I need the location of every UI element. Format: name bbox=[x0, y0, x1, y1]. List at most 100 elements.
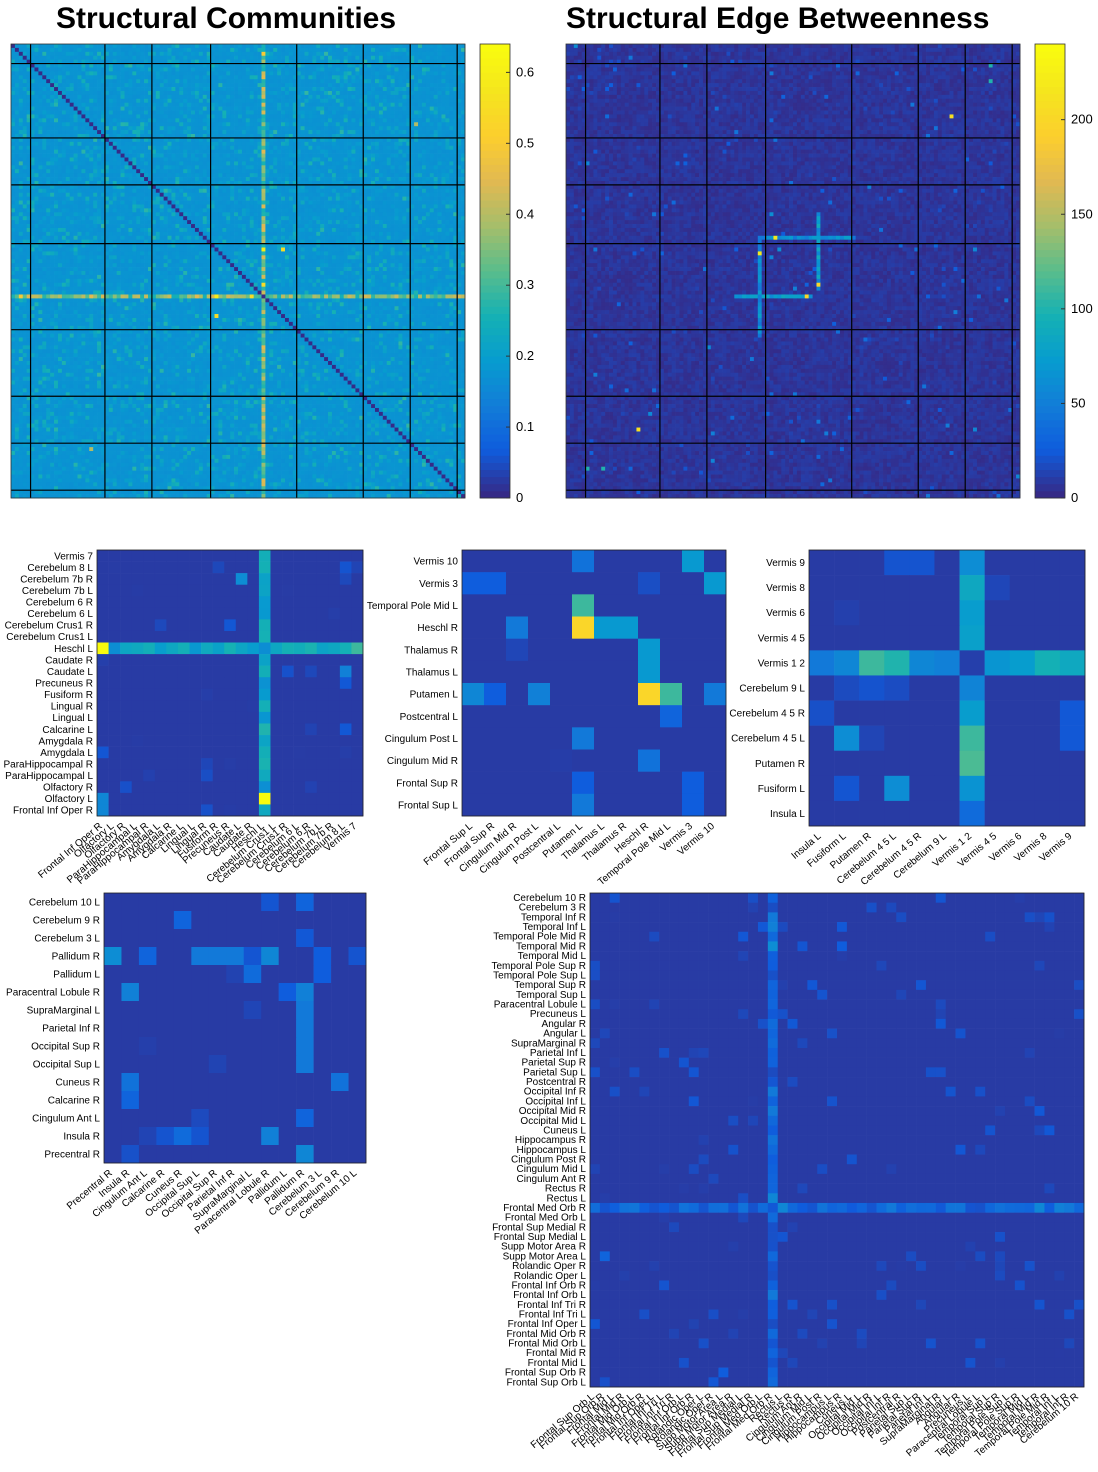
heatmap-cell bbox=[101, 75, 106, 80]
heatmap-cell bbox=[378, 67, 384, 72]
heatmap-cell bbox=[238, 75, 243, 80]
heatmap-cell bbox=[187, 44, 192, 49]
heatmap-cell bbox=[304, 94, 309, 100]
heatmap-cell bbox=[116, 169, 121, 174]
heatmap-cell bbox=[257, 71, 262, 76]
heatmap-cell bbox=[183, 51, 188, 57]
heatmap-cell bbox=[191, 102, 196, 107]
heatmap-cell bbox=[410, 44, 415, 49]
heatmap-cell bbox=[234, 173, 239, 178]
heatmap-cell bbox=[320, 59, 325, 64]
heatmap-cell bbox=[167, 44, 172, 49]
heatmap-cell bbox=[269, 137, 274, 143]
heatmap-cell bbox=[331, 169, 337, 174]
heatmap-cell bbox=[269, 79, 274, 84]
heatmap-cell bbox=[179, 55, 184, 60]
heatmap-cell bbox=[234, 67, 239, 72]
heatmap-cell bbox=[449, 188, 454, 194]
heatmap-cell bbox=[269, 114, 274, 119]
heatmap-cell bbox=[206, 188, 211, 194]
heatmap-cell bbox=[351, 51, 356, 57]
heatmap-cell bbox=[93, 79, 98, 84]
heatmap-cell bbox=[65, 75, 71, 80]
heatmap-cell bbox=[151, 180, 157, 186]
heatmap-cell bbox=[65, 114, 71, 119]
heatmap-cell bbox=[34, 173, 39, 178]
heatmap-cell bbox=[277, 59, 282, 64]
heatmap-cell bbox=[65, 169, 71, 174]
heatmap-cell bbox=[50, 204, 55, 209]
heatmap-cell bbox=[253, 59, 258, 64]
heatmap-cell bbox=[104, 188, 110, 194]
heatmap-cell bbox=[371, 90, 376, 96]
heatmap-cell bbox=[206, 134, 211, 139]
heatmap-cell bbox=[339, 145, 345, 151]
heatmap-cell bbox=[187, 90, 192, 96]
heatmap-cell bbox=[394, 94, 399, 100]
heatmap-cell bbox=[441, 55, 446, 60]
heatmap-cell bbox=[194, 165, 200, 170]
heatmap-cell bbox=[14, 83, 20, 88]
heatmap-cell bbox=[218, 177, 223, 182]
heatmap-cell bbox=[14, 196, 20, 201]
heatmap-cell bbox=[269, 98, 274, 104]
heatmap-cell bbox=[171, 106, 176, 111]
heatmap-cell bbox=[144, 94, 149, 100]
heatmap-cell bbox=[265, 200, 270, 205]
heatmap-cell bbox=[374, 153, 380, 158]
heatmap-cell bbox=[136, 90, 141, 96]
heatmap-cell bbox=[312, 208, 317, 213]
heatmap-cell bbox=[112, 137, 118, 143]
heatmap-cell bbox=[449, 59, 454, 64]
heatmap-cell bbox=[128, 94, 133, 100]
heatmap-cell bbox=[69, 114, 74, 119]
heatmap-cell bbox=[238, 87, 243, 92]
heatmap-cell bbox=[241, 130, 247, 135]
heatmap-cell bbox=[425, 173, 431, 178]
heatmap-cell bbox=[461, 141, 466, 147]
heatmap-cell bbox=[30, 173, 35, 178]
heatmap-cell bbox=[406, 106, 411, 111]
heatmap-cell bbox=[347, 83, 352, 88]
heatmap-cell bbox=[136, 126, 141, 131]
heatmap-cell bbox=[304, 141, 309, 147]
heatmap-cell bbox=[198, 177, 204, 182]
heatmap-cell bbox=[241, 208, 247, 213]
heatmap-cell bbox=[30, 94, 35, 100]
heatmap-cell bbox=[42, 87, 47, 92]
heatmap-cell bbox=[367, 177, 372, 182]
heatmap-cell bbox=[61, 102, 67, 107]
heatmap-cell bbox=[26, 47, 31, 53]
heatmap-cell bbox=[38, 126, 43, 131]
heatmap-cell bbox=[257, 204, 262, 209]
heatmap-cell bbox=[277, 180, 282, 186]
heatmap-cell bbox=[11, 102, 16, 107]
heatmap-cell bbox=[14, 157, 20, 162]
heatmap-cell bbox=[453, 192, 458, 197]
heatmap-cell bbox=[132, 126, 137, 131]
heatmap-cell bbox=[77, 134, 82, 139]
heatmap-cell bbox=[26, 161, 31, 166]
heatmap-cell bbox=[65, 87, 71, 92]
heatmap-cell bbox=[457, 161, 462, 166]
heatmap-cell bbox=[386, 114, 391, 119]
heatmap-cell bbox=[144, 114, 149, 119]
heatmap-cell bbox=[108, 188, 114, 194]
heatmap-cell bbox=[230, 55, 235, 60]
heatmap-cell bbox=[363, 188, 368, 194]
heatmap-cell bbox=[374, 200, 380, 205]
heatmap-cell bbox=[421, 106, 427, 111]
heatmap-cell bbox=[406, 110, 411, 115]
heatmap-cell bbox=[304, 98, 309, 104]
heatmap-cell bbox=[124, 83, 129, 88]
heatmap-cell bbox=[34, 75, 39, 80]
heatmap-cell bbox=[108, 126, 114, 131]
heatmap-cell bbox=[120, 192, 125, 197]
heatmap-cell bbox=[308, 149, 313, 154]
heatmap-cell bbox=[191, 196, 196, 201]
heatmap-cell bbox=[46, 44, 51, 49]
heatmap-cell bbox=[320, 51, 325, 57]
heatmap-cell bbox=[163, 196, 168, 201]
heatmap-cell bbox=[226, 55, 231, 60]
heatmap-cell bbox=[194, 75, 200, 80]
